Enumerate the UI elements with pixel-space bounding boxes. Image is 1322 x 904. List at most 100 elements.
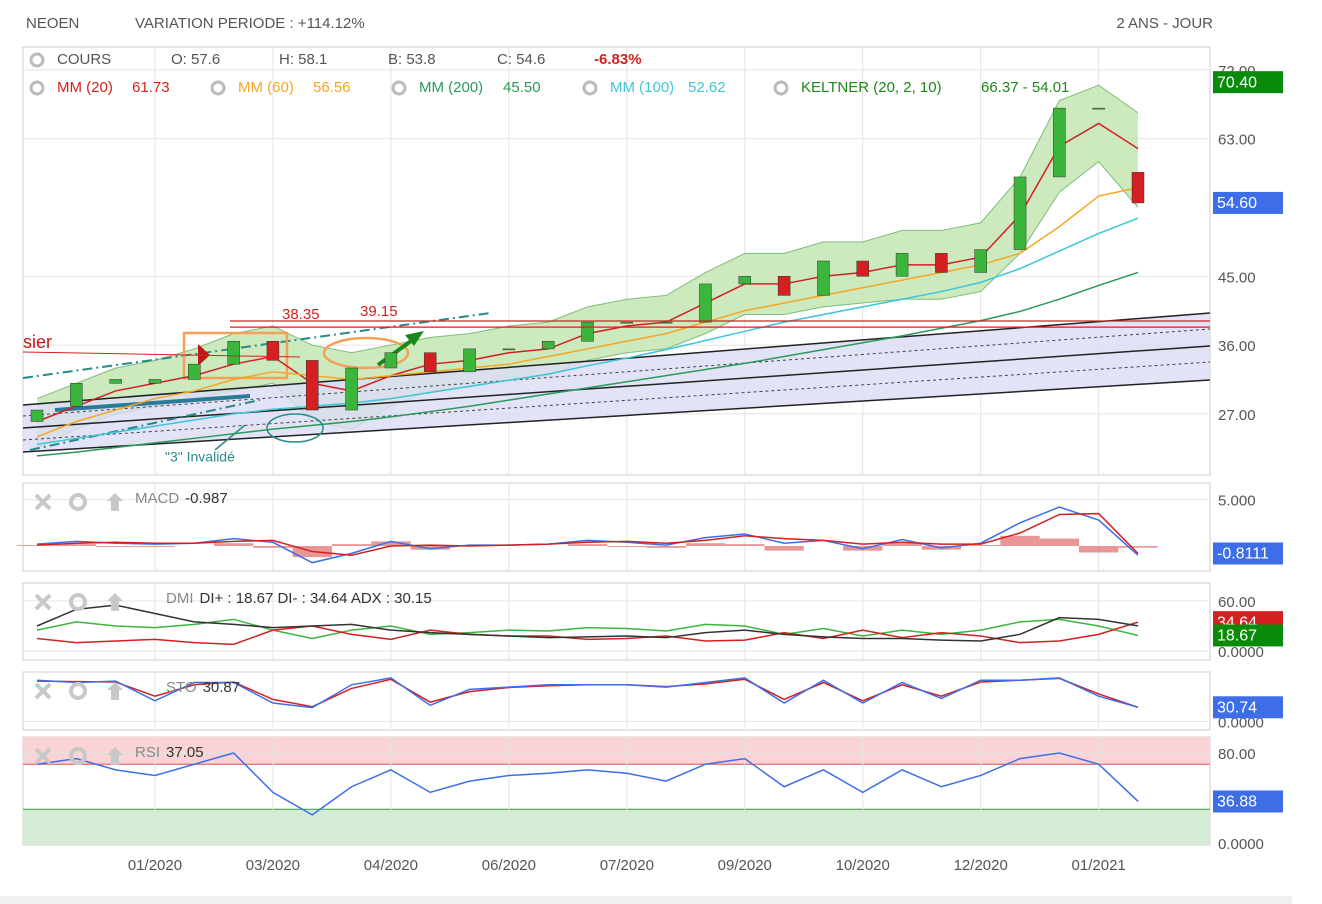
variation: VARIATION PERIODE : +114.12% (135, 15, 365, 32)
candle (620, 321, 634, 324)
indicator-value: -0.987 (185, 490, 228, 507)
candle (817, 260, 830, 296)
trend-line (22, 312, 491, 379)
price-tag-label: 54.60 (1217, 195, 1257, 212)
histogram-bar (1118, 545, 1158, 548)
histogram-bar (371, 541, 411, 546)
quote-change: -6.83% (594, 51, 642, 68)
price-tag (1213, 790, 1283, 813)
candle (463, 348, 476, 373)
annotation: "3" Invalidé (165, 449, 235, 465)
histogram-bar (56, 544, 96, 546)
histogram-bar (607, 545, 647, 547)
candle (581, 321, 594, 342)
price-tag-label: 30.74 (1217, 700, 1257, 717)
histogram-bar (213, 543, 254, 546)
gear-icon (69, 593, 87, 611)
close-icon (34, 493, 52, 511)
panel-frame (22, 46, 1211, 476)
histogram-bar (1039, 538, 1080, 546)
candle (109, 379, 122, 384)
indicator-name: STO (166, 679, 197, 696)
y-tick-label: 36.00 (1218, 338, 1256, 355)
ellipse (322, 336, 410, 370)
gear-icon (391, 80, 407, 96)
drawings (22, 312, 1211, 453)
quote-name: COURS (57, 51, 111, 68)
histogram-bar (764, 545, 804, 551)
price-tag (1213, 624, 1283, 647)
level-label: 38.35 (282, 306, 320, 323)
x-tick-label: 12/2020 (954, 857, 1008, 874)
candle (227, 341, 240, 365)
series-line (36, 186, 1139, 438)
legend-value: 66.37 - 54.01 (981, 79, 1069, 96)
y-tick-label: 5.000 (1218, 493, 1256, 510)
x-tick-label: 04/2020 (364, 857, 418, 874)
x-tick-label: 01/2021 (1072, 857, 1126, 874)
indicator-name: DMI (166, 590, 194, 607)
y-tick-label: 27.00 (1218, 407, 1256, 424)
panel (22, 482, 1211, 572)
close-icon (34, 593, 52, 611)
candle (148, 379, 162, 384)
ellipse (266, 413, 324, 443)
candle (699, 283, 712, 323)
keltner-line (36, 84, 1139, 400)
histogram-bar (882, 543, 922, 546)
arrow-head (405, 331, 424, 346)
channel-line (22, 345, 1211, 429)
legend-value: 45.50 (503, 79, 541, 96)
sr-line (22, 351, 301, 358)
price-tag (1213, 71, 1283, 94)
histogram-bar (725, 544, 765, 546)
legend-value: 52.62 (688, 79, 726, 96)
legend-name: KELTNER (20, 2, 10) (801, 79, 942, 96)
y-tick-label: 0.0000 (1218, 644, 1264, 661)
series-line (36, 618, 1139, 640)
gear-icon (69, 682, 87, 700)
x-tick-label: 01/2020 (128, 857, 182, 874)
legend-name: MM (100) (610, 79, 674, 96)
panel (22, 736, 1211, 846)
indicator-name: RSI (135, 744, 160, 761)
price-tag (1213, 191, 1283, 214)
candle (1092, 107, 1105, 110)
overbought-zone (23, 737, 1210, 765)
close-icon (34, 747, 52, 765)
quote-open: O: 57.6 (171, 51, 220, 68)
period: 2 ANS - JOUR (1116, 15, 1213, 32)
indicator-name: MACD (135, 490, 179, 507)
panel (22, 582, 1211, 661)
series-line (36, 512, 1139, 557)
panel-frame (22, 582, 1211, 661)
channel-line (22, 312, 1211, 406)
price-tag-label: 36.88 (1217, 794, 1257, 811)
candle (306, 360, 319, 411)
x-tick-label: 10/2020 (836, 857, 890, 874)
candle (70, 383, 83, 407)
legend-name: MM (20) (57, 79, 113, 96)
price-tag (1213, 696, 1283, 719)
gear-icon (210, 80, 226, 96)
candle (30, 409, 44, 422)
indicator-value: 37.05 (166, 744, 204, 761)
price-tag (1213, 542, 1283, 565)
candle (1131, 172, 1145, 204)
series-line (36, 621, 1139, 646)
candle (1053, 107, 1066, 178)
x-tick-label: 03/2020 (246, 857, 300, 874)
price-tag-label: 70.40 (1217, 74, 1257, 91)
series-line (36, 677, 1139, 709)
quote-high: H: 58.1 (279, 51, 327, 68)
channel-line (22, 361, 1211, 441)
candle (188, 363, 201, 380)
series-line (36, 604, 1139, 642)
candle (974, 249, 987, 273)
series-line (36, 217, 1139, 446)
indicator-value: DI+ : 18.67 DI- : 34.64 ADX : 30.15 (200, 590, 432, 607)
candle (502, 348, 516, 351)
panel (22, 671, 1211, 731)
candle (777, 276, 791, 296)
